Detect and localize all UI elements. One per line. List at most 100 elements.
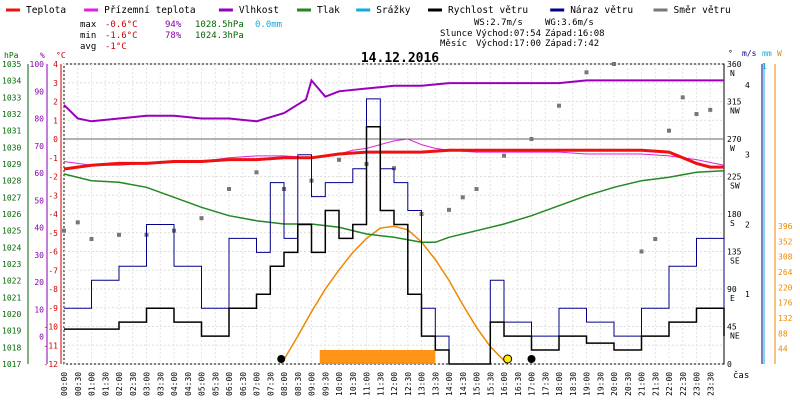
x-tick-label: 08:00 xyxy=(280,372,289,396)
temperature-tick: -3 xyxy=(48,191,58,200)
legend-label: Srážky xyxy=(376,5,411,16)
humidity-tick: 100 xyxy=(30,60,45,69)
solar-fill xyxy=(319,350,436,364)
temperature-tick: -4 xyxy=(48,210,58,219)
x-tick-label: 21:30 xyxy=(651,372,660,396)
moonrise-marker xyxy=(527,355,536,363)
direction-tick: 45 xyxy=(727,323,737,332)
x-tick-label: 18:00 xyxy=(555,372,564,396)
pressure-tick: 1020 xyxy=(2,310,21,319)
pressure-tick: 1030 xyxy=(2,143,21,152)
x-tick-label: 10:00 xyxy=(335,372,344,396)
x-tick-label: 19:00 xyxy=(583,372,592,396)
sunset-marker xyxy=(503,354,513,364)
x-tick-label: 04:30 xyxy=(184,372,193,396)
humidity-tick: 90 xyxy=(34,87,44,96)
pressure-tick: 1023 xyxy=(2,260,21,269)
pressure-tick: 1035 xyxy=(2,60,21,69)
wind-unit: m/s xyxy=(742,49,757,58)
wg-value: WG:3.6m/s xyxy=(545,18,594,28)
stats-value: -0.6°C xyxy=(105,20,138,30)
humidity-tick: 30 xyxy=(34,251,44,260)
x-tick-label: 21:00 xyxy=(638,372,647,396)
chart-legend: Teplota Přízemní teplota Vlhkost Tlak Srážky… xyxy=(6,5,731,16)
temperature-tick: -5 xyxy=(48,229,58,238)
wind-direction-point xyxy=(117,232,121,237)
pressure-tick: 1027 xyxy=(2,193,21,202)
solar-unit: W xyxy=(777,49,782,58)
x-tick-label: 06:00 xyxy=(225,372,234,396)
x-tick-label: 20:30 xyxy=(624,372,633,396)
x-tick-label: 09:30 xyxy=(321,372,330,396)
x-tick-label: 02:30 xyxy=(129,372,138,396)
pressure-tick: 1019 xyxy=(2,327,21,336)
sunrise-value: Východ:07:54 xyxy=(476,29,541,39)
rain-unit: mm xyxy=(762,49,772,58)
pressure-tick: 1025 xyxy=(2,227,21,236)
humidity-tick: 80 xyxy=(34,115,44,124)
humidity-tick: 50 xyxy=(34,196,44,205)
x-tick-label: 17:30 xyxy=(541,372,550,396)
pressure-tick: 1017 xyxy=(2,360,21,369)
solar-tick: 352 xyxy=(778,237,793,246)
pressure-tick: 1032 xyxy=(2,110,21,119)
x-tick-label: 19:30 xyxy=(596,372,605,396)
x-tick-label: 00:30 xyxy=(74,372,83,396)
stats-value: avg xyxy=(80,42,96,52)
stats-value: 78% xyxy=(165,31,182,41)
temperature-tick: 1 xyxy=(53,116,58,125)
pressure-tick: 1024 xyxy=(2,243,21,252)
wind-direction-point xyxy=(75,220,80,225)
x-tick-label: 05:00 xyxy=(198,372,207,396)
x-tick-label: 01:30 xyxy=(101,372,110,396)
direction-tick: 180 xyxy=(727,210,742,219)
sunset-value: Západ:16:08 xyxy=(545,29,605,39)
x-tick-label: 03:00 xyxy=(143,372,152,396)
x-tick-label: 02:00 xyxy=(115,372,124,396)
pressure-tick: 1026 xyxy=(2,210,21,219)
pressure-unit: hPa xyxy=(4,51,19,60)
solar-tick: 264 xyxy=(778,268,793,277)
legend-label: Rychlost větru xyxy=(448,5,528,16)
direction-tick: 315 xyxy=(727,98,742,107)
x-tick-label: 12:00 xyxy=(390,372,399,396)
x-tick-label: 12:30 xyxy=(404,372,413,396)
legend-label: Tlak xyxy=(317,5,340,16)
wind-tick: 1 xyxy=(745,290,750,299)
wind-direction-point xyxy=(254,170,259,175)
x-tick-label: 11:00 xyxy=(363,372,372,396)
pressure-tick: 1022 xyxy=(2,277,21,286)
direction-tick: 270 xyxy=(727,135,742,144)
x-tick-label: 11:30 xyxy=(376,372,385,396)
stats-value: 1028.5hPa xyxy=(195,20,244,30)
wind-direction-point xyxy=(680,95,685,100)
temperature-tick: -11 xyxy=(44,341,59,350)
direction-name: NE xyxy=(730,332,740,341)
x-tick-label: 15:30 xyxy=(486,372,495,396)
temperature-tick: -10 xyxy=(44,323,59,332)
solar-tick: 176 xyxy=(778,299,793,308)
wind-tick: 4 xyxy=(745,81,750,90)
temperature-unit: °C xyxy=(56,51,66,60)
pressure-tick: 1034 xyxy=(2,77,21,86)
wind-tick: 3 xyxy=(745,151,750,160)
temperature-tick: -2 xyxy=(48,173,58,182)
stats-value: 94% xyxy=(165,20,182,30)
humidity-line xyxy=(63,78,724,123)
legend-label: Vlhkost xyxy=(239,5,279,16)
direction-tick: 225 xyxy=(727,173,742,182)
wind-direction-point xyxy=(612,62,616,66)
moon-label: Měsíc xyxy=(440,39,467,49)
direction-name: W xyxy=(730,144,735,153)
pressure-tick: 1018 xyxy=(2,343,21,352)
x-tick-label: 05:30 xyxy=(211,372,220,396)
x-tick-label: 07:30 xyxy=(266,372,275,396)
direction-tick: 90 xyxy=(727,285,737,294)
pressure-tick: 1021 xyxy=(2,293,21,302)
temperature-tick: 2 xyxy=(53,98,58,107)
x-tick-label: 23:00 xyxy=(693,372,702,396)
x-tick-label: 14:00 xyxy=(445,372,454,396)
